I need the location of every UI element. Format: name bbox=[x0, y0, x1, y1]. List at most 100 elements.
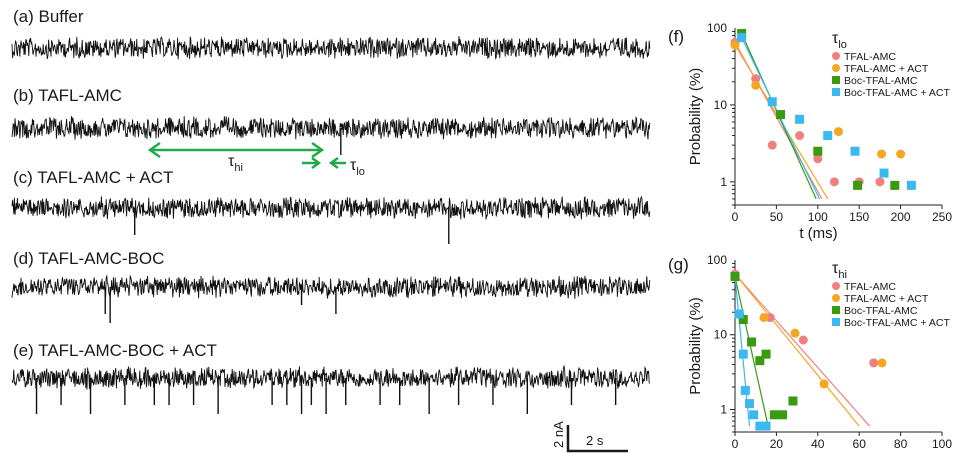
trace-label-c: (c) TAFL-AMC + ACT bbox=[13, 168, 173, 187]
data-point bbox=[767, 140, 777, 150]
legend-entry: Boc-TFAL-AMC bbox=[844, 305, 918, 317]
trace-line bbox=[11, 116, 651, 140]
data-point bbox=[751, 74, 761, 84]
scale-bar-current: 2 nA bbox=[551, 421, 566, 448]
panel-label-f: (f) bbox=[668, 27, 684, 46]
data-point bbox=[875, 177, 885, 187]
legend-marker bbox=[832, 318, 840, 326]
data-point bbox=[751, 80, 761, 90]
legend-marker bbox=[832, 88, 840, 96]
data-point bbox=[813, 146, 823, 156]
x-tick-label: 250 bbox=[932, 210, 952, 224]
x-tick-label: 150 bbox=[849, 210, 869, 224]
data-point bbox=[730, 272, 740, 282]
data-point bbox=[747, 337, 757, 347]
legend-entry: TFAL-AMC bbox=[844, 51, 896, 63]
trace-line bbox=[11, 195, 651, 220]
x-tick-label: 50 bbox=[770, 210, 784, 224]
data-point bbox=[737, 33, 747, 43]
data-point bbox=[734, 309, 744, 319]
y-tick-label: 10 bbox=[714, 98, 728, 112]
data-point bbox=[829, 177, 839, 187]
tau-lo-label: τlo bbox=[350, 157, 365, 178]
x-axis-label: t (s) bbox=[806, 452, 832, 454]
fit-line bbox=[734, 273, 870, 427]
y-tick-label: 100 bbox=[707, 253, 727, 267]
data-point bbox=[790, 328, 800, 338]
trace-line bbox=[11, 36, 651, 60]
data-point bbox=[738, 349, 748, 359]
panel-label-g: (g) bbox=[668, 255, 689, 274]
tau-hi-arrow bbox=[147, 141, 325, 159]
data-point bbox=[795, 131, 805, 141]
data-point bbox=[877, 149, 887, 159]
x-tick-label: 40 bbox=[811, 437, 825, 451]
trace-line bbox=[11, 274, 651, 299]
current-traces bbox=[11, 36, 651, 414]
x-tick-label: 20 bbox=[770, 437, 784, 451]
legend-entry: Boc-TFAL-AMC + ACT bbox=[844, 317, 950, 329]
legend-title: τlo bbox=[832, 30, 847, 51]
data-point bbox=[767, 97, 777, 107]
data-point bbox=[749, 410, 759, 420]
legend-entry: TFAL-AMC + ACT bbox=[844, 293, 929, 305]
data-point bbox=[761, 349, 771, 359]
data-point bbox=[778, 410, 788, 420]
scale-bar bbox=[566, 425, 628, 453]
x-tick-label: 200 bbox=[891, 210, 911, 224]
data-point bbox=[896, 149, 906, 159]
legend-entry: Boc-TFAL-AMC bbox=[844, 75, 918, 87]
trace-label-a: (a) Buffer bbox=[13, 7, 84, 26]
trace-label-b: (b) TAFL-AMC bbox=[13, 86, 122, 105]
data-point bbox=[755, 356, 765, 366]
data-point bbox=[869, 358, 879, 368]
tau-lo-arrows bbox=[302, 156, 346, 170]
data-point bbox=[776, 110, 786, 120]
x-tick-label: 100 bbox=[808, 210, 828, 224]
data-point bbox=[759, 313, 769, 323]
fit-line bbox=[734, 273, 860, 427]
data-point bbox=[761, 421, 771, 431]
data-point bbox=[730, 40, 740, 50]
fit-line bbox=[734, 276, 769, 427]
legend-entry: TFAL-AMC + ACT bbox=[844, 63, 929, 75]
legend-entry: TFAL-AMC bbox=[844, 281, 896, 293]
data-point bbox=[850, 146, 860, 156]
data-point bbox=[744, 399, 754, 409]
legend-marker bbox=[832, 294, 840, 302]
y-tick-label: 1 bbox=[720, 402, 727, 416]
data-point bbox=[813, 154, 823, 164]
data-point bbox=[740, 385, 750, 395]
legend-marker bbox=[832, 64, 840, 72]
legend-title: τhi bbox=[832, 260, 847, 281]
data-point bbox=[795, 114, 805, 124]
data-point bbox=[853, 180, 863, 190]
data-point bbox=[765, 313, 775, 323]
data-point bbox=[769, 410, 779, 420]
legend-marker bbox=[832, 52, 840, 60]
y-tick-label: 10 bbox=[714, 328, 728, 342]
x-tick-label: 60 bbox=[853, 437, 867, 451]
y-tick-label: 1 bbox=[720, 175, 727, 189]
trace-label-e: (e) TAFL-AMC-BOC + ACT bbox=[13, 341, 217, 360]
data-point bbox=[755, 421, 765, 431]
data-point bbox=[823, 131, 833, 141]
x-axis-label: t (ms) bbox=[799, 225, 837, 242]
scale-bar-time: 2 s bbox=[586, 433, 604, 448]
y-axis-label: Probability (%) bbox=[687, 297, 704, 395]
data-point bbox=[788, 396, 798, 406]
x-tick-label: 100 bbox=[932, 437, 952, 451]
data-point bbox=[834, 127, 843, 137]
y-tick-label: 100 bbox=[707, 21, 727, 35]
x-tick-label: 80 bbox=[894, 437, 908, 451]
legend-marker bbox=[832, 76, 840, 84]
legend-marker bbox=[832, 306, 840, 314]
data-point bbox=[819, 379, 829, 389]
tau-hi-label: τhi bbox=[228, 153, 243, 174]
legend-entry: Boc-TFAL-AMC + ACT bbox=[844, 87, 950, 99]
data-point bbox=[906, 180, 916, 190]
data-point bbox=[890, 180, 900, 190]
data-point bbox=[879, 168, 889, 178]
trace-line bbox=[11, 364, 651, 390]
